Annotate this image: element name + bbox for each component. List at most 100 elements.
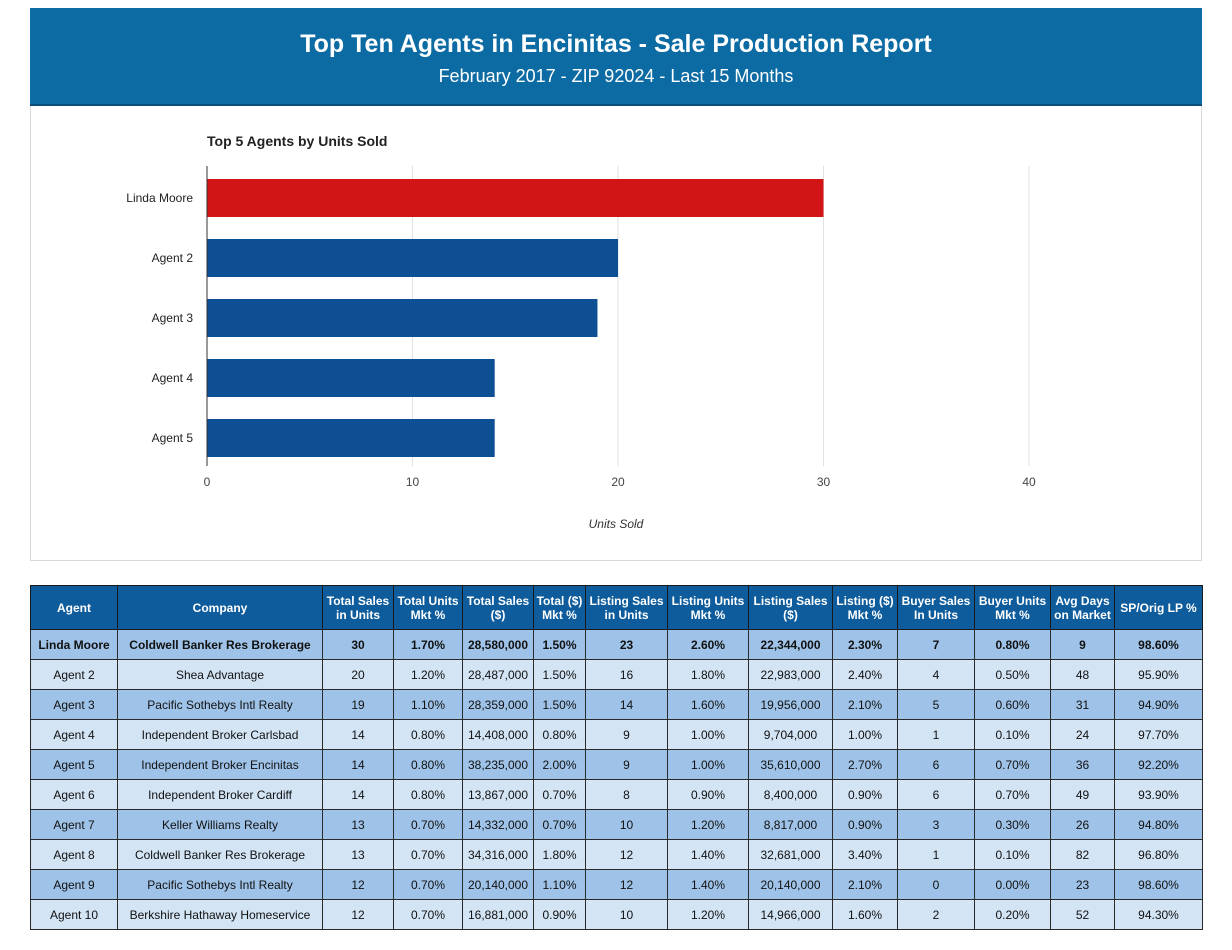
column-header[interactable]: Total Units Mkt % [393,585,463,630]
table-cell: 6 [897,779,975,810]
table-cell: 1.50% [533,689,586,720]
table-cell: 0 [897,869,975,900]
table-cell: 36 [1050,749,1115,780]
x-tick-label: 0 [204,475,211,489]
table-cell: 92.20% [1114,749,1203,780]
table-cell: 1.20% [667,899,749,930]
table-cell: 9 [585,719,668,750]
table-cell: 98.60% [1114,869,1203,900]
table-cell: 0.80% [974,629,1051,660]
category-label: Linda Moore [126,191,193,205]
table-row: Agent 8 Coldwell Banker Res Brokerage 13 0.… [30,839,1203,870]
category-label: Agent 5 [152,431,194,445]
table-cell: 1.00% [667,749,749,780]
table-cell: 5 [897,689,975,720]
table-row: Agent 3 Pacific Sothebys Intl Realty 19 1.1… [30,689,1203,720]
table-cell: 20,140,000 [748,869,833,900]
column-header[interactable]: Buyer Units Mkt % [974,585,1051,630]
table-cell: 0.90% [667,779,749,810]
column-header[interactable]: Listing Sales in Units [585,585,668,630]
table-row: Agent 9 Pacific Sothebys Intl Realty 12 0.7… [30,869,1203,900]
table-cell: 0.70% [974,749,1051,780]
table-cell: 52 [1050,899,1115,930]
table-row: Agent 6 Independent Broker Cardiff 14 0.80%… [30,779,1203,810]
table-cell: 14 [322,719,394,750]
table-cell: Agent 5 [30,749,118,780]
table-cell: 22,344,000 [748,629,833,660]
column-header[interactable]: Listing Units Mkt % [667,585,749,630]
bar-chart: Top 5 Agents by Units Sold Linda Moore Ag… [126,133,1036,531]
table-cell: 0.80% [393,749,463,780]
table-row: Agent 4 Independent Broker Carlsbad 14 0.80… [30,719,1203,750]
column-header[interactable]: Avg Days on Market [1050,585,1115,630]
table-cell: 2.30% [832,629,898,660]
table-cell: Agent 2 [30,659,118,690]
table-cell: 28,580,000 [462,629,534,660]
table-cell: 12 [585,869,668,900]
table-cell: Independent Broker Carlsbad [117,719,323,750]
table-cell: Independent Broker Cardiff [117,779,323,810]
table-cell: 0.70% [393,869,463,900]
column-header[interactable]: SP/Orig LP % [1114,585,1203,630]
table-row: Agent 5 Independent Broker Encinitas 14 0.8… [30,749,1203,780]
column-header[interactable]: Total ($) Mkt % [533,585,586,630]
table-cell: 97.70% [1114,719,1203,750]
column-header[interactable]: Listing ($) Mkt % [832,585,898,630]
bar[interactable] [207,179,824,217]
table-cell: 8,400,000 [748,779,833,810]
x-tick-label: 20 [611,475,625,489]
table-cell: Agent 4 [30,719,118,750]
table-cell: 2.00% [533,749,586,780]
table-cell: 1.50% [533,659,586,690]
bar[interactable] [207,299,598,337]
table-cell: 0.60% [974,689,1051,720]
table-cell: Agent 7 [30,809,118,840]
table-cell: 3 [897,809,975,840]
table-cell: 1.00% [667,719,749,750]
column-header[interactable]: Total Sales in Units [322,585,394,630]
table-row: Linda Moore Coldwell Banker Res Brokerage… [30,629,1203,660]
table-cell: 2.10% [832,689,898,720]
column-header[interactable]: Listing Sales ($) [748,585,833,630]
table-cell: 12 [322,869,394,900]
table-cell: 0.20% [974,899,1051,930]
table-cell: 8 [585,779,668,810]
table-cell: 1.80% [533,839,586,870]
table-cell: 0.50% [974,659,1051,690]
table-cell: 48 [1050,659,1115,690]
table-cell: 1.60% [667,689,749,720]
table-cell: 95.90% [1114,659,1203,690]
table-cell: 0.80% [393,779,463,810]
table-cell: 13,867,000 [462,779,534,810]
table-cell: 0.10% [974,719,1051,750]
table-cell: 49 [1050,779,1115,810]
bar[interactable] [207,419,495,457]
category-labels: Linda Moore Agent 2 Agent 3 Agent 4 Agent 5 [126,191,193,445]
table-cell: 0.00% [974,869,1051,900]
column-header[interactable]: Buyer Sales In Units [897,585,975,630]
table-cell: 0.90% [832,809,898,840]
table-cell: 94.30% [1114,899,1203,930]
table-cell: 9 [585,749,668,780]
table-cell: Pacific Sothebys Intl Realty [117,869,323,900]
x-tick-label: 30 [817,475,831,489]
bar[interactable] [207,359,495,397]
table-cell: Coldwell Banker Res Brokerage [117,839,323,870]
table-cell: 0.80% [533,719,586,750]
table-cell: Independent Broker Encinitas [117,749,323,780]
table-cell: 32,681,000 [748,839,833,870]
agent-production-table: Agent Company Total Sales in Units Total Uni… [30,585,1203,930]
x-tick-label: 10 [406,475,420,489]
table-cell: 0.70% [533,809,586,840]
table-cell: 0.70% [393,899,463,930]
column-header[interactable]: Agent [30,585,118,630]
table-cell: 2.70% [832,749,898,780]
table-cell: Linda Moore [30,629,118,660]
bar[interactable] [207,239,618,277]
column-header[interactable]: Total Sales ($) [462,585,534,630]
table-cell: Agent 9 [30,869,118,900]
column-header[interactable]: Company [117,585,323,630]
table-cell: 13 [322,839,394,870]
chart-panel: Top 5 Agents by Units Sold Linda Moore Ag… [30,106,1202,561]
table-cell: 8,817,000 [748,809,833,840]
